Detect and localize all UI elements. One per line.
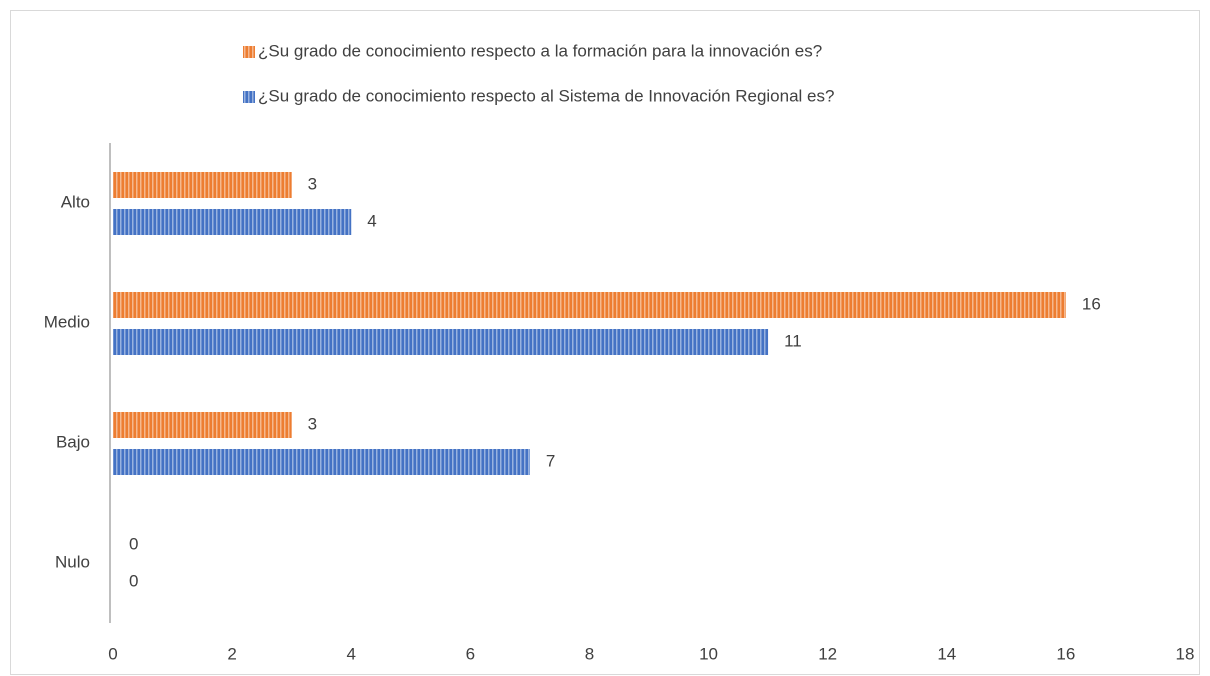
data-label: 3 xyxy=(308,174,317,193)
data-label: 0 xyxy=(129,534,138,553)
x-tick-label: 0 xyxy=(108,644,117,663)
data-label: 7 xyxy=(546,451,555,470)
data-label: 3 xyxy=(308,414,317,433)
bar xyxy=(113,172,292,198)
y-tick-label: Medio xyxy=(44,312,90,331)
x-tick-label: 2 xyxy=(227,644,236,663)
y-tick-label: Bajo xyxy=(56,432,90,451)
bar xyxy=(113,209,352,235)
data-label: 4 xyxy=(367,211,376,230)
legend-label: ¿Su grado de conocimiento respecto a la … xyxy=(258,41,822,60)
x-tick-label: 10 xyxy=(699,644,718,663)
data-label: 0 xyxy=(129,571,138,590)
chart-border xyxy=(10,10,1200,675)
bar xyxy=(113,292,1066,318)
legend-swatch xyxy=(243,91,255,103)
bar xyxy=(113,412,292,438)
bar xyxy=(113,329,769,355)
x-tick-label: 16 xyxy=(1056,644,1075,663)
x-tick-label: 14 xyxy=(937,644,956,663)
y-tick-label: Alto xyxy=(61,192,90,211)
legend-label: ¿Su grado de conocimiento respecto al Si… xyxy=(258,86,834,105)
x-tick-label: 18 xyxy=(1176,644,1195,663)
bar xyxy=(113,449,530,475)
x-tick-label: 8 xyxy=(585,644,594,663)
x-tick-label: 12 xyxy=(818,644,837,663)
data-label: 16 xyxy=(1082,294,1101,313)
legend-swatch xyxy=(243,46,255,58)
x-tick-label: 4 xyxy=(346,644,355,663)
y-tick-label: Nulo xyxy=(55,552,90,571)
data-label: 11 xyxy=(784,331,802,350)
x-tick-label: 6 xyxy=(466,644,475,663)
